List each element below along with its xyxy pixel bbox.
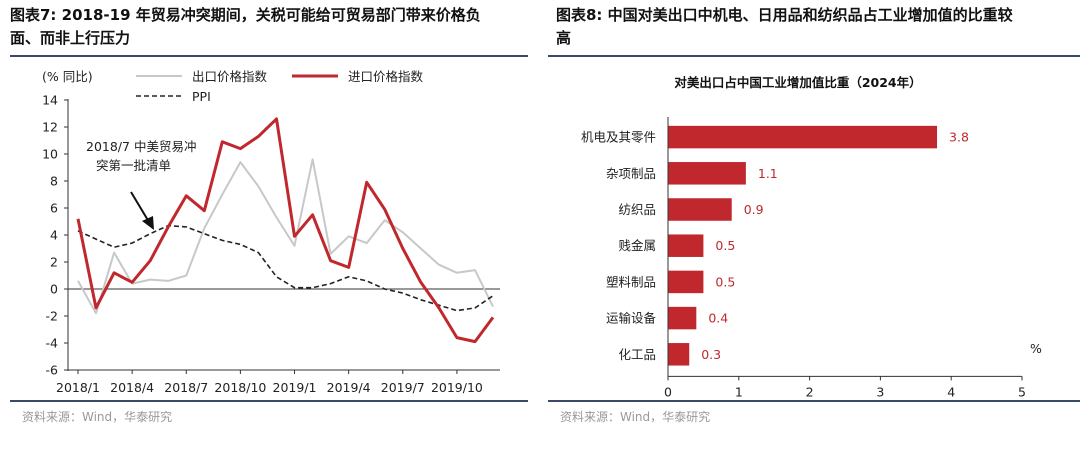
- annotation-line1: 2018/7 中美贸易冲: [86, 139, 196, 154]
- bar-value-label: 0.3: [701, 347, 721, 362]
- bar-category-label: 化工品: [618, 347, 656, 362]
- x-tick-label: 2018/1: [56, 380, 100, 395]
- bar: [668, 125, 938, 149]
- y-tick-label: 8: [50, 174, 58, 189]
- right-panel: 图表8: 中国对美出口中机电、日用品和纺织品占工业增加值的比重较 高 对美出口占…: [548, 0, 1080, 446]
- y-tick-label: 0: [50, 282, 58, 297]
- x-tick-label: 2019/7: [381, 380, 425, 395]
- y-axis-label: (% 同比): [42, 69, 93, 84]
- left-bottom-rule: [10, 400, 528, 402]
- bar-value-label: 0.4: [708, 311, 728, 326]
- x-tick-label: 2018/4: [110, 380, 154, 395]
- left-panel: 图表7: 2018-19 年贸易冲突期间，关税可能给可贸易部门带来价格负 面、而…: [0, 0, 540, 446]
- annotation-arrowhead: [142, 216, 154, 230]
- y-ticks: 14 12 10 8 6 4 2 0 -2 -4 -6: [42, 93, 68, 378]
- bar-x-tick-label: 1: [735, 384, 743, 399]
- bar: [668, 343, 690, 366]
- x-tick-label: 2018/10: [214, 380, 266, 395]
- left-title-line1: 图表7: 2018-19 年贸易冲突期间，关税可能给可贸易部门带来价格负: [10, 6, 481, 24]
- x-ticks: 2018/1 2018/4 2018/7 2018/10 2019/1 2019/4 201…: [56, 369, 500, 395]
- bar: [668, 306, 697, 330]
- bar-x-tick-label: 5: [1018, 384, 1026, 399]
- bar-value-label: 0.5: [715, 274, 735, 289]
- right-title-line1: 图表8: 中国对美出口中机电、日用品和纺织品占工业增加值的比重较: [556, 6, 1013, 24]
- y-tick-label: 14: [42, 93, 58, 108]
- y-tick-label: -2: [46, 309, 58, 324]
- right-bottom-rule: [548, 400, 1080, 402]
- bar-category-label: 塑料制品: [606, 274, 656, 289]
- x-tick-label: 2019/1: [273, 380, 317, 395]
- bar: [668, 234, 704, 257]
- y-tick-label: 10: [42, 147, 58, 162]
- annotation-arrow-shaft: [130, 191, 150, 223]
- bar-value-label: 0.9: [744, 202, 764, 217]
- bar-category-label: 贱金属: [618, 238, 656, 253]
- left-top-rule: [10, 55, 528, 57]
- series-line-import: [76, 117, 495, 344]
- legend-label-import: 进口价格指数: [348, 69, 424, 84]
- bar-category-label: 机电及其零件: [581, 130, 656, 145]
- right-title-line2: 高: [556, 29, 572, 47]
- left-title-line2: 面、而非上行压力: [10, 29, 131, 47]
- line-chart: 出口价格指数 进口价格指数 PPI (% 同比) 14 12 10 8 6 4 2 0 -2 -4…: [42, 69, 500, 395]
- bar-chart-title: 对美出口占中国工业增加值比重（2024年）: [674, 75, 921, 90]
- right-top-rule: [548, 55, 1080, 57]
- y-tick-label: 12: [42, 120, 58, 135]
- bar-chart: 对美出口占中国工业增加值比重（2024年） 机电及其零件 3.8 杂项制品 1.1 纺织…: [581, 75, 1042, 399]
- annotation-line2: 突第一批清单: [96, 158, 171, 173]
- legend-label-ppi: PPI: [192, 89, 211, 104]
- y-tick-label: -4: [46, 336, 59, 351]
- bar-value-label: 1.1: [758, 166, 778, 181]
- bar-x-tick-label: 2: [806, 384, 814, 399]
- bar-x-tick-label: 3: [876, 384, 884, 399]
- x-tick-label: 2019/4: [327, 380, 371, 395]
- bar-x-tick-label: 4: [947, 384, 955, 399]
- left-figure-title: 图表7: 2018-19 年贸易冲突期间，关税可能给可贸易部门带来价格负 面、而…: [10, 4, 481, 50]
- legend-label-export: 出口价格指数: [192, 69, 268, 84]
- bar: [668, 270, 704, 294]
- y-tick-label: -6: [46, 363, 59, 378]
- series-lines: [76, 117, 495, 344]
- bar-category-label: 运输设备: [606, 311, 657, 326]
- bar: [668, 198, 732, 221]
- bar-x-axis: 0 1 2 3 4 5: [664, 117, 1026, 399]
- bar-value-label: 0.5: [715, 238, 735, 253]
- y-tick-label: 2: [50, 255, 58, 270]
- bar-category-label: 杂项制品: [606, 166, 656, 181]
- right-figure-title: 图表8: 中国对美出口中机电、日用品和纺织品占工业增加值的比重较 高: [556, 4, 1013, 50]
- series-line-ppi: [77, 224, 494, 312]
- x-tick-label: 2018/7: [164, 380, 208, 395]
- right-source-note: 资料来源：Wind，华泰研究: [560, 410, 711, 424]
- bar: [668, 162, 746, 185]
- bar-category-label: 纺织品: [618, 202, 656, 217]
- series-line-export: [77, 158, 494, 315]
- y-tick-label: 6: [50, 201, 58, 216]
- bar-value-label: 3.8: [949, 130, 969, 145]
- y-tick-label: 4: [50, 228, 58, 243]
- bars: 机电及其零件 3.8 杂项制品 1.1 纺织品 0.9 贱金属 0.5 塑料制品 0.5 运输设备 0…: [581, 125, 969, 366]
- x-tick-label: 2019/10: [431, 380, 483, 395]
- bar-x-tick-label: 0: [664, 384, 672, 399]
- unit-label: %: [1030, 341, 1042, 356]
- left-source-note: 资料来源：Wind，华泰研究: [22, 410, 173, 424]
